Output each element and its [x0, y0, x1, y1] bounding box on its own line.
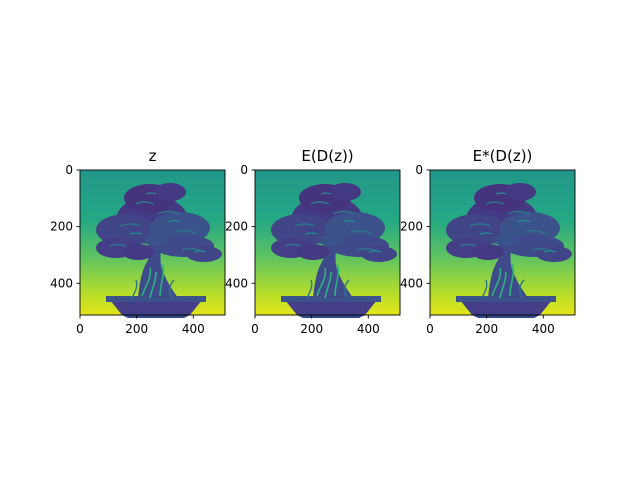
panel-title: E(D(z)) [301, 147, 353, 165]
y-tick-label: 0 [240, 163, 248, 177]
y-tick-label: 400 [400, 276, 423, 290]
axes-panel-3: 0 200 400 0 200 400 E*(D(z)) [400, 147, 576, 336]
axes-frame [79, 169, 226, 316]
y-tick-label: 0 [65, 163, 73, 177]
x-tick-label: 400 [532, 322, 555, 336]
panel-title: z [149, 147, 157, 165]
y-tick-label: 200 [50, 220, 73, 234]
axes-panel-1: 0 200 400 0 200 400 z [50, 147, 226, 336]
y-tick-label: 200 [400, 220, 423, 234]
axes-frame [429, 169, 576, 316]
x-tick-label: 200 [475, 322, 498, 336]
x-tick-label: 200 [125, 322, 148, 336]
y-tick-label: 200 [225, 220, 248, 234]
axes-frame [254, 169, 401, 316]
y-tick-label: 400 [50, 276, 73, 290]
x-tick-label: 400 [357, 322, 380, 336]
y-tick-label: 400 [225, 276, 248, 290]
x-tick-label: 0 [426, 322, 434, 336]
x-tick-label: 0 [251, 322, 259, 336]
axes-panel-2: 0 200 400 0 200 400 E(D(z)) [225, 147, 401, 336]
y-tick-label: 0 [415, 163, 423, 177]
x-tick-label: 0 [76, 322, 84, 336]
x-tick-label: 200 [300, 322, 323, 336]
x-tick-label: 400 [182, 322, 205, 336]
panel-title: E*(D(z)) [473, 147, 533, 165]
